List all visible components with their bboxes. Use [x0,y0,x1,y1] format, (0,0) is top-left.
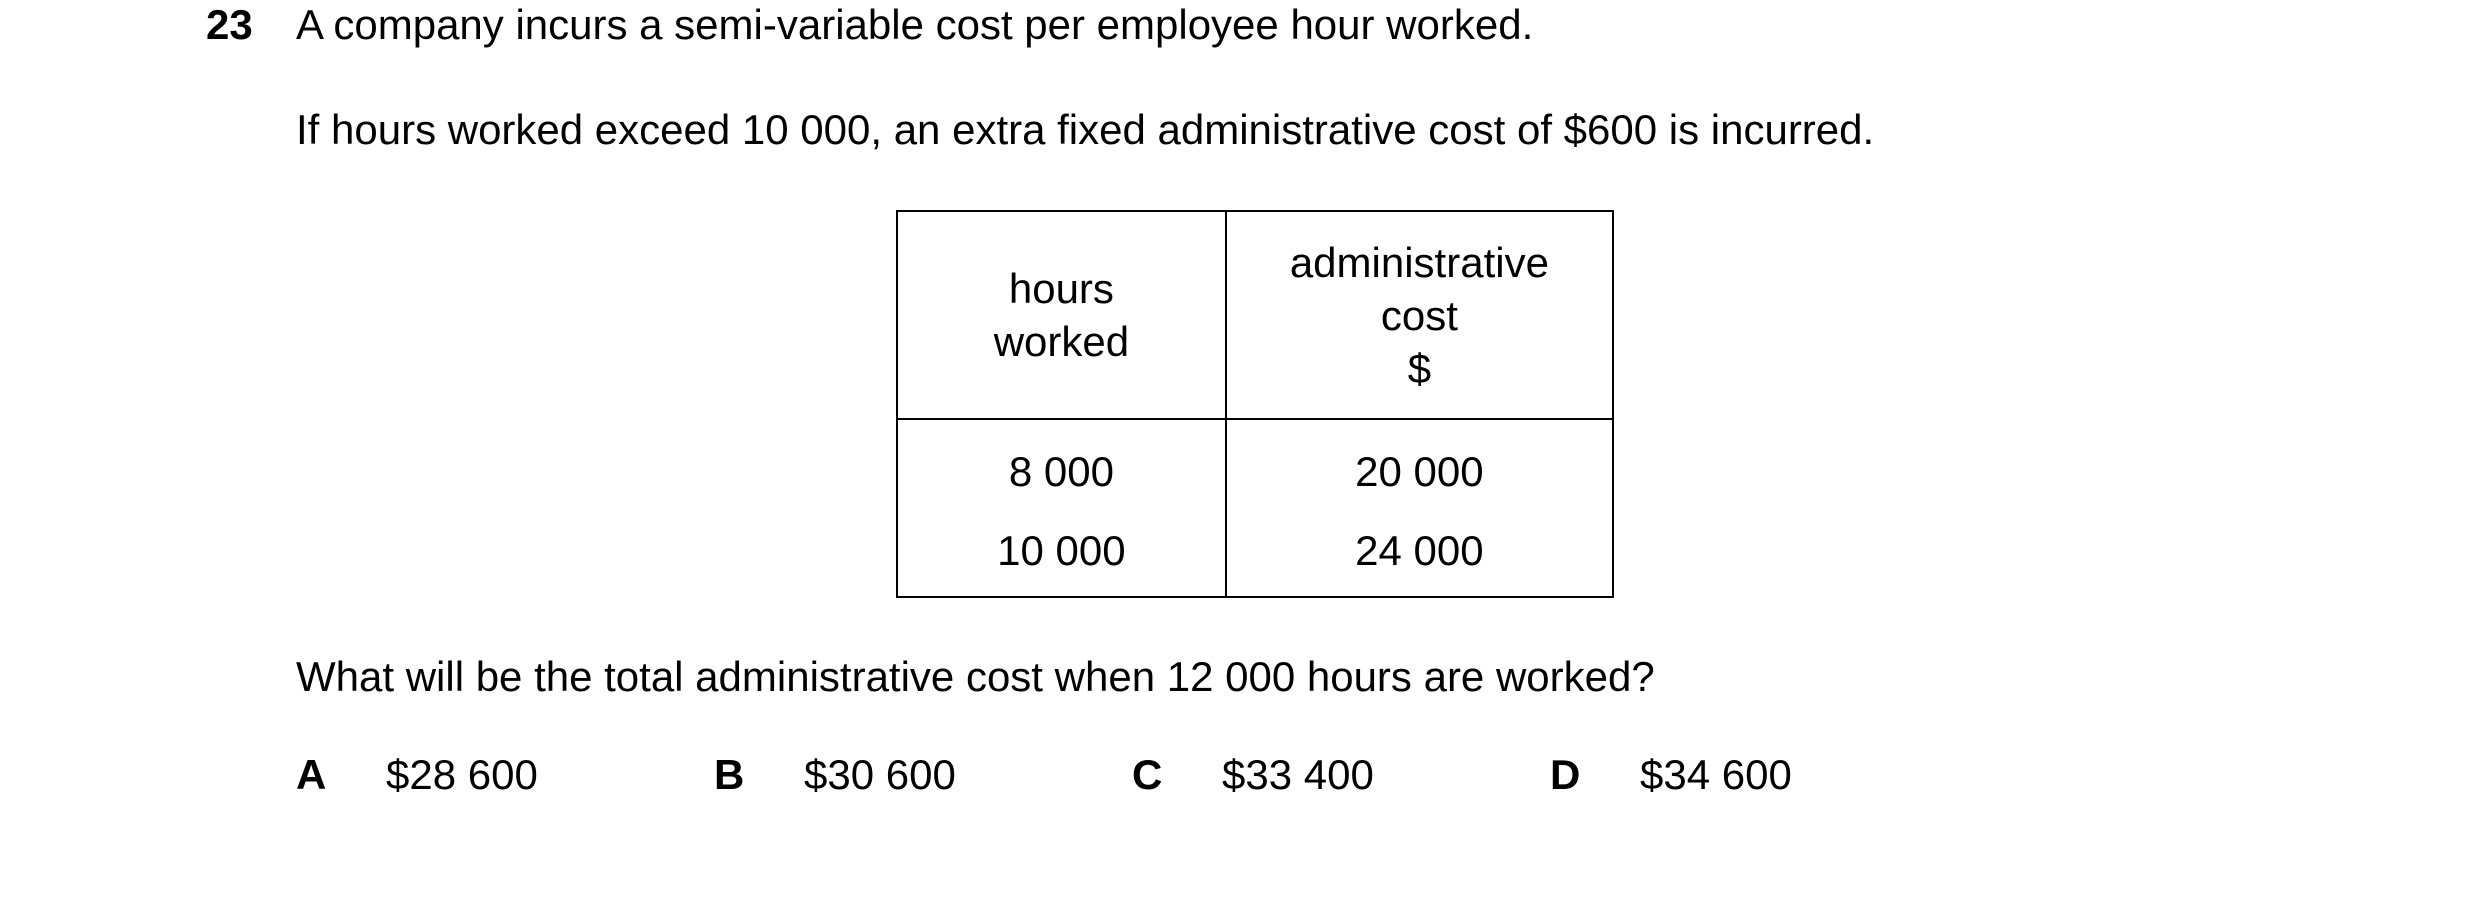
header-hours-worked: hours worked [896,210,1227,420]
header-cost-line-2: cost [1380,291,1458,339]
option-value: $28 600 [386,751,538,798]
question-prompt: What will be the total administrative co… [296,653,1655,700]
option-letter: B [714,751,745,798]
table-row: 8 000 20 000 [896,418,1615,508]
question-number: 23 [206,1,253,48]
cell-hours: 10 000 [896,508,1227,598]
question-stem-line-1: A company incurs a semi-variable cost pe… [296,1,1534,48]
option-value: $34 600 [1640,751,1792,798]
table-row: 10 000 24 000 [896,508,1615,598]
cost-table: hours worked administrative cost $ 8 000… [896,210,1615,598]
header-hours-line-2: worked [993,318,1130,365]
option-letter: A [296,751,327,798]
header-cost-line-1: administrative [1289,238,1549,286]
option-letter: D [1550,751,1581,798]
cell-cost: 24 000 [1224,508,1615,598]
question-stem-line-2: If hours worked exceed 10 000, an extra … [296,106,1875,153]
header-cost-unit: $ [1407,344,1432,392]
cell-hours: 8 000 [896,418,1227,508]
cell-cost: 20 000 [1224,418,1615,508]
option-value: $30 600 [804,751,956,798]
header-administrative-cost: administrative cost $ [1224,210,1615,420]
header-hours-line-1: hours [1008,265,1114,312]
option-value: $33 400 [1222,751,1374,798]
option-letter: C [1132,751,1163,798]
